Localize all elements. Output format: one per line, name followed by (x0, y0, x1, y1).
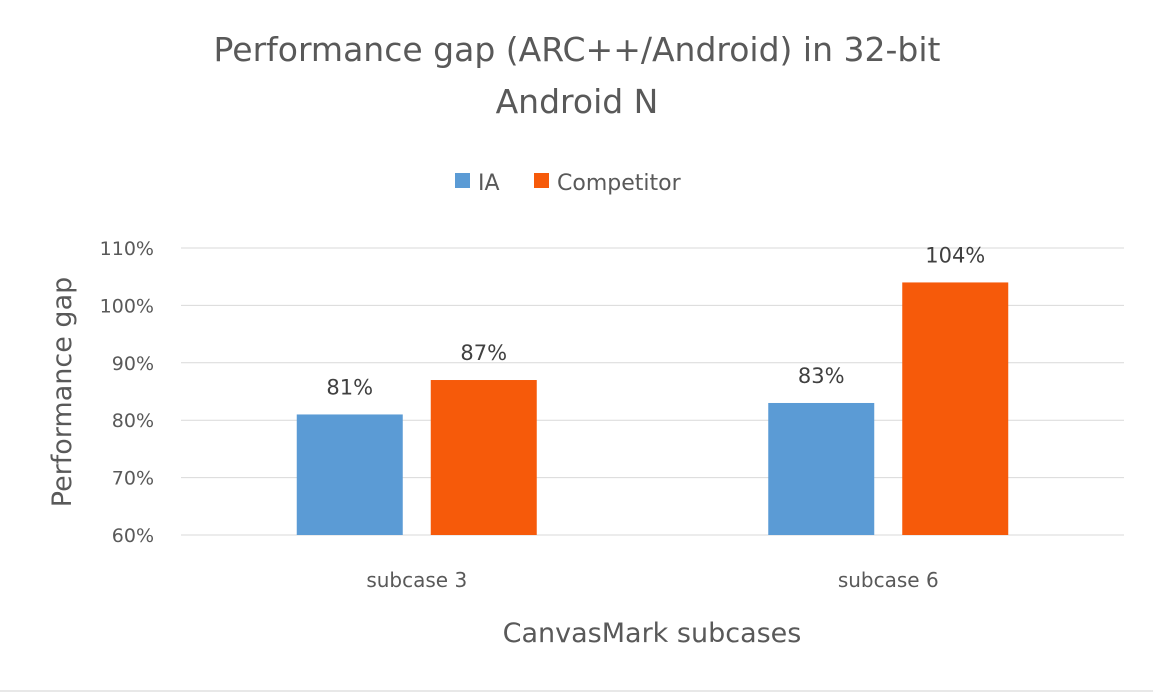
chart-title-line-2: Android N (496, 82, 659, 121)
x-category-label: subcase 3 (366, 568, 467, 592)
y-tick-label: 100% (100, 295, 154, 317)
y-tick-label: 60% (112, 525, 154, 547)
data-label-competitor-1: 87% (460, 341, 507, 365)
legend: IA Competitor (455, 171, 682, 196)
y-tick-label: 70% (112, 468, 154, 490)
data-label-ia-2: 83% (798, 364, 845, 388)
legend-swatch-ia (455, 173, 470, 188)
x-category-label: subcase 6 (838, 568, 939, 592)
x-axis-categories: subcase 3 subcase 6 (366, 568, 938, 592)
bar-ia-1 (296, 414, 403, 535)
y-tick-label: 80% (112, 410, 154, 432)
y-tick-label: 110% (100, 238, 154, 260)
legend-label-ia: IA (478, 171, 500, 196)
y-tick-label: 90% (112, 353, 154, 375)
bars (296, 282, 1009, 535)
bar-competitor-2 (902, 282, 1009, 535)
bar-competitor-1 (430, 380, 537, 535)
legend-swatch-competitor (534, 173, 549, 188)
chart-title-line-1: Performance gap (ARC++/Android) in 32-bi… (214, 30, 941, 69)
y-axis-ticks: 60% 70% 80% 90% 100% 110% (100, 238, 154, 547)
data-label-competitor-2: 104% (925, 243, 985, 267)
data-labels: 81% 87% 83% 104% (326, 243, 985, 399)
x-axis-title: CanvasMark subcases (503, 618, 802, 649)
y-axis-title: Performance gap (47, 277, 78, 508)
bar-ia-2 (768, 402, 875, 535)
data-label-ia-1: 81% (326, 375, 373, 399)
legend-label-competitor: Competitor (557, 171, 682, 196)
